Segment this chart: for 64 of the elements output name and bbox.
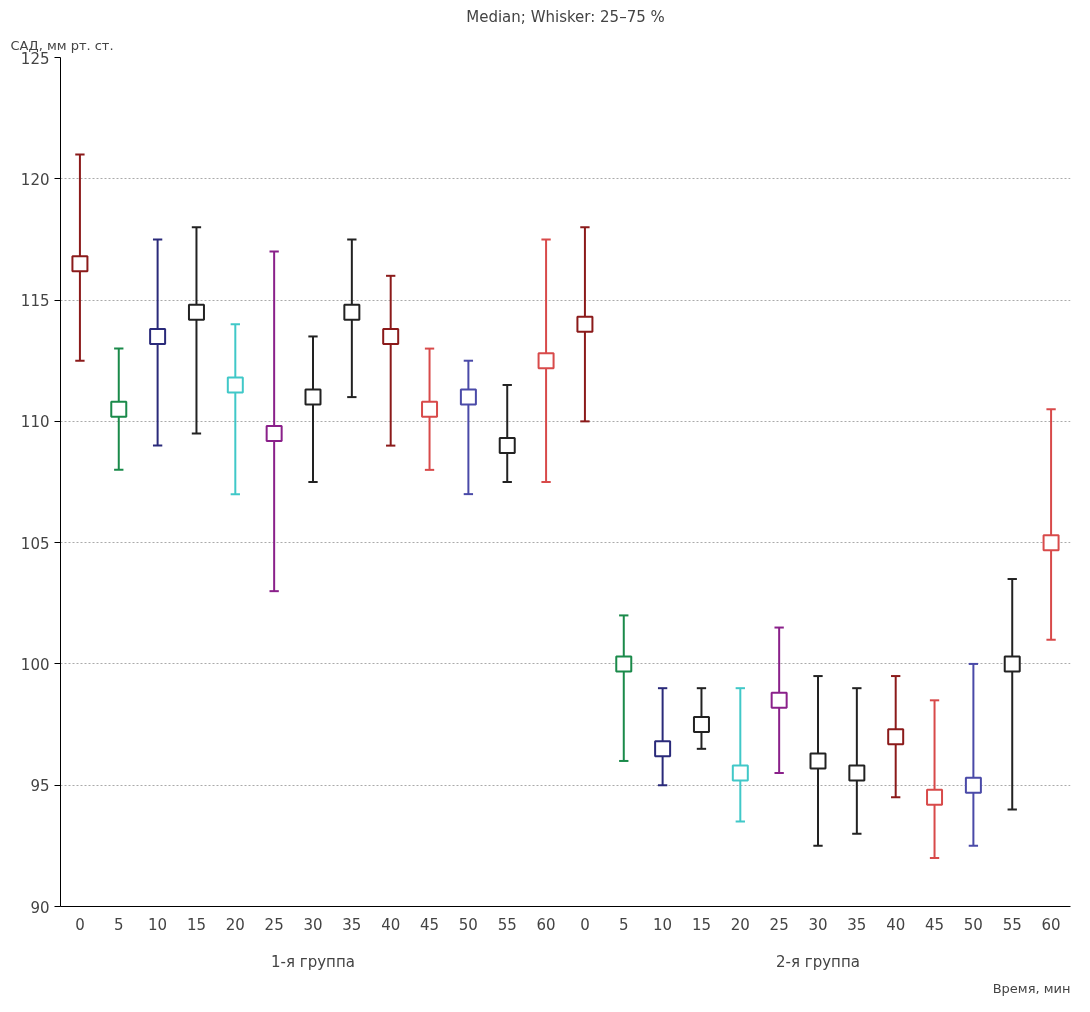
point <box>926 788 944 806</box>
x-tick-label: 15 <box>691 915 712 934</box>
point <box>304 388 322 406</box>
point <box>654 740 672 758</box>
y-tick-label: 95 <box>30 777 50 796</box>
point <box>226 376 244 394</box>
point <box>498 437 516 455</box>
x-tick-label: 30 <box>303 915 323 934</box>
x-tick-label: 55 <box>497 915 517 934</box>
x-axis-title: Время, мин <box>992 980 1071 996</box>
x-tick-label: 25 <box>769 915 789 934</box>
x-tick-label: 60 <box>1041 915 1061 934</box>
x-tick-label: 30 <box>808 915 828 934</box>
point <box>576 315 594 333</box>
point <box>537 352 555 370</box>
point <box>421 400 439 418</box>
x-tick-label: 40 <box>381 915 401 934</box>
point <box>149 327 167 345</box>
x-tick-label: 20 <box>730 915 750 934</box>
point <box>731 764 749 782</box>
y-tick-label: 120 <box>20 170 50 189</box>
point <box>187 303 205 321</box>
text: 2-я группа <box>776 952 860 971</box>
point <box>265 424 283 442</box>
x-tick-label: 40 <box>886 915 906 934</box>
text: 1-я группа <box>271 952 355 971</box>
point <box>343 303 361 321</box>
point <box>71 255 89 273</box>
point <box>848 764 866 782</box>
x-tick-label: 0 <box>580 915 590 934</box>
point <box>110 400 128 418</box>
y-axis-title: САД, мм рт. ст. <box>10 37 114 53</box>
x-tick-label: 45 <box>419 915 440 934</box>
x-tick-label: 35 <box>342 915 362 934</box>
point <box>887 728 905 746</box>
point <box>964 776 982 794</box>
x-tick-label: 50 <box>458 915 478 934</box>
x-tick-label: 55 <box>1002 915 1022 934</box>
y-tick-label: 105 <box>20 534 50 553</box>
x-tick-label: 0 <box>75 915 85 934</box>
point <box>382 327 400 345</box>
x-tick-label: 5 <box>619 915 629 934</box>
chart-title: Median; Whisker: 25–75 % <box>466 7 665 26</box>
point <box>809 752 827 770</box>
y-tick-label: 90 <box>30 898 50 917</box>
point <box>459 388 477 406</box>
point <box>692 716 710 734</box>
x-tick-label: 25 <box>264 915 284 934</box>
y-tick-label: 110 <box>20 413 50 432</box>
point <box>1003 655 1021 673</box>
x-tick-label: 10 <box>653 915 673 934</box>
x-tick-label: 60 <box>536 915 556 934</box>
x-tick-label: 50 <box>963 915 983 934</box>
y-tick-label: 100 <box>20 655 50 674</box>
x-tick-label: 45 <box>924 915 945 934</box>
point <box>1042 534 1060 552</box>
y-tick-label: 115 <box>20 292 50 311</box>
x-tick-label: 5 <box>114 915 124 934</box>
x-tick-label: 20 <box>225 915 245 934</box>
x-tick-label: 15 <box>186 915 207 934</box>
x-tick-label: 35 <box>847 915 867 934</box>
point <box>770 691 788 709</box>
point <box>615 655 633 673</box>
x-tick-label: 10 <box>148 915 168 934</box>
